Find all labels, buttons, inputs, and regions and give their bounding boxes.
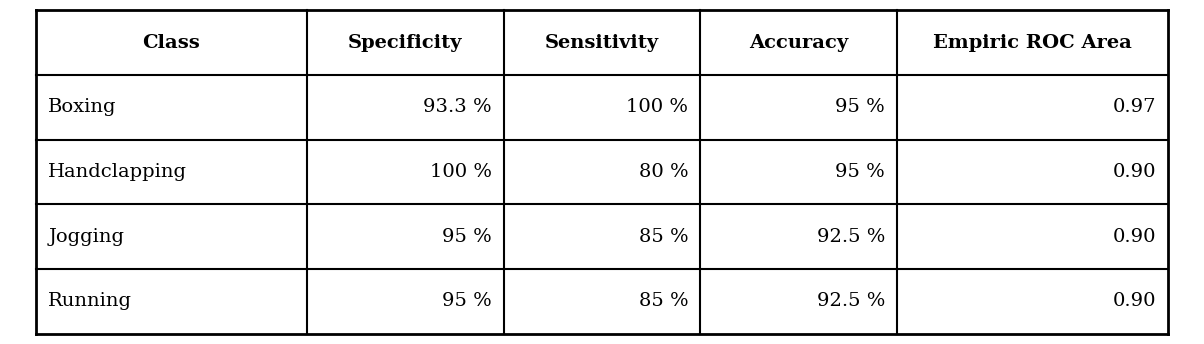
Text: 93.3 %: 93.3 % xyxy=(423,98,491,116)
Text: Sensitivity: Sensitivity xyxy=(545,34,659,52)
Text: Boxing: Boxing xyxy=(48,98,117,116)
Text: 92.5 %: 92.5 % xyxy=(816,292,885,310)
Text: 95 %: 95 % xyxy=(442,228,491,246)
Text: 95 %: 95 % xyxy=(836,98,885,116)
Text: 85 %: 85 % xyxy=(639,228,689,246)
Text: 100 %: 100 % xyxy=(626,98,689,116)
Text: 92.5 %: 92.5 % xyxy=(816,228,885,246)
Text: 0.90: 0.90 xyxy=(1112,228,1156,246)
Text: Class: Class xyxy=(142,34,200,52)
Text: 100 %: 100 % xyxy=(430,163,491,181)
Text: 85 %: 85 % xyxy=(639,292,689,310)
Text: 95 %: 95 % xyxy=(836,163,885,181)
Text: Jogging: Jogging xyxy=(48,228,124,246)
Text: Accuracy: Accuracy xyxy=(749,34,849,52)
Text: Specificity: Specificity xyxy=(348,34,462,52)
Text: Empiric ROC Area: Empiric ROC Area xyxy=(933,34,1132,52)
Text: 95 %: 95 % xyxy=(442,292,491,310)
Text: 0.97: 0.97 xyxy=(1112,98,1156,116)
Text: Running: Running xyxy=(48,292,132,310)
Text: 80 %: 80 % xyxy=(639,163,689,181)
Text: 0.90: 0.90 xyxy=(1112,292,1156,310)
Text: Handclapping: Handclapping xyxy=(48,163,187,181)
Text: 0.90: 0.90 xyxy=(1112,163,1156,181)
